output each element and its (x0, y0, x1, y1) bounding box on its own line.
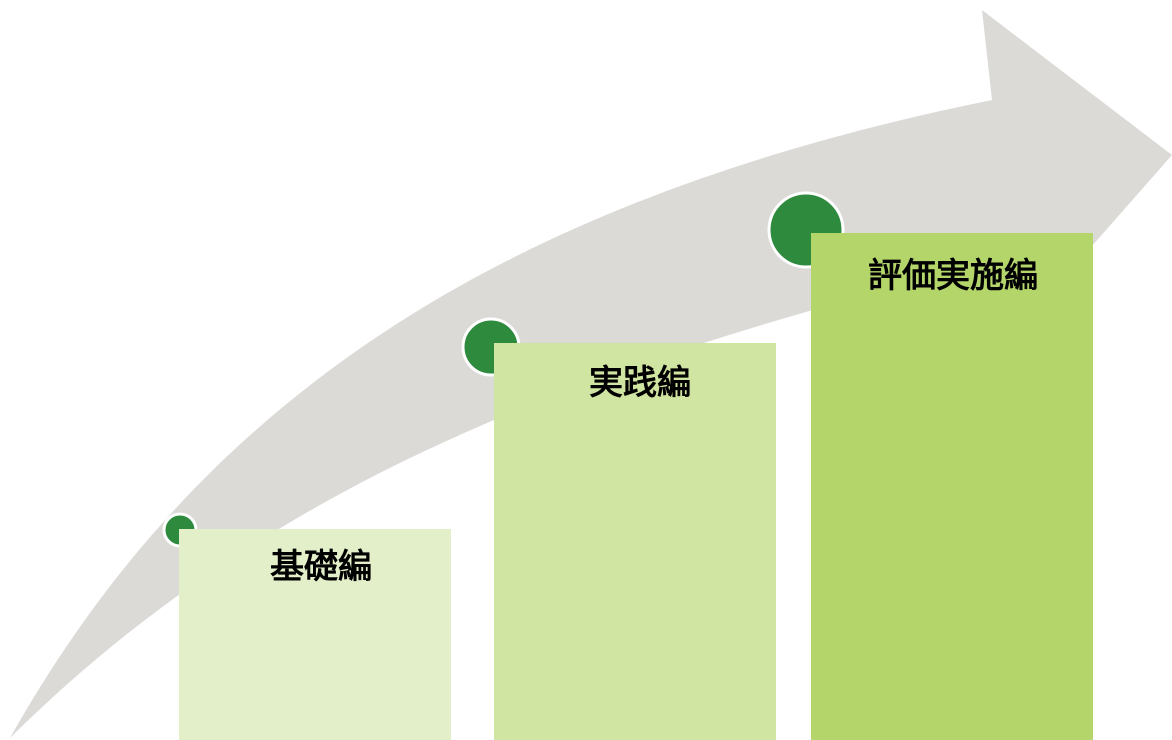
step-basic-bar (179, 529, 451, 740)
step-evaluation-label: 評価実施編 (868, 256, 1038, 296)
step-basic: 基礎編 (162, 512, 451, 740)
step-practice-bar (494, 343, 776, 740)
step-practice: 実践編 (461, 317, 776, 740)
step-basic-label: 基礎編 (270, 547, 372, 587)
step-evaluation: 評価実施編 (767, 191, 1093, 740)
step-evaluation-bar (811, 233, 1093, 740)
step-practice-label: 実践編 (589, 363, 691, 403)
